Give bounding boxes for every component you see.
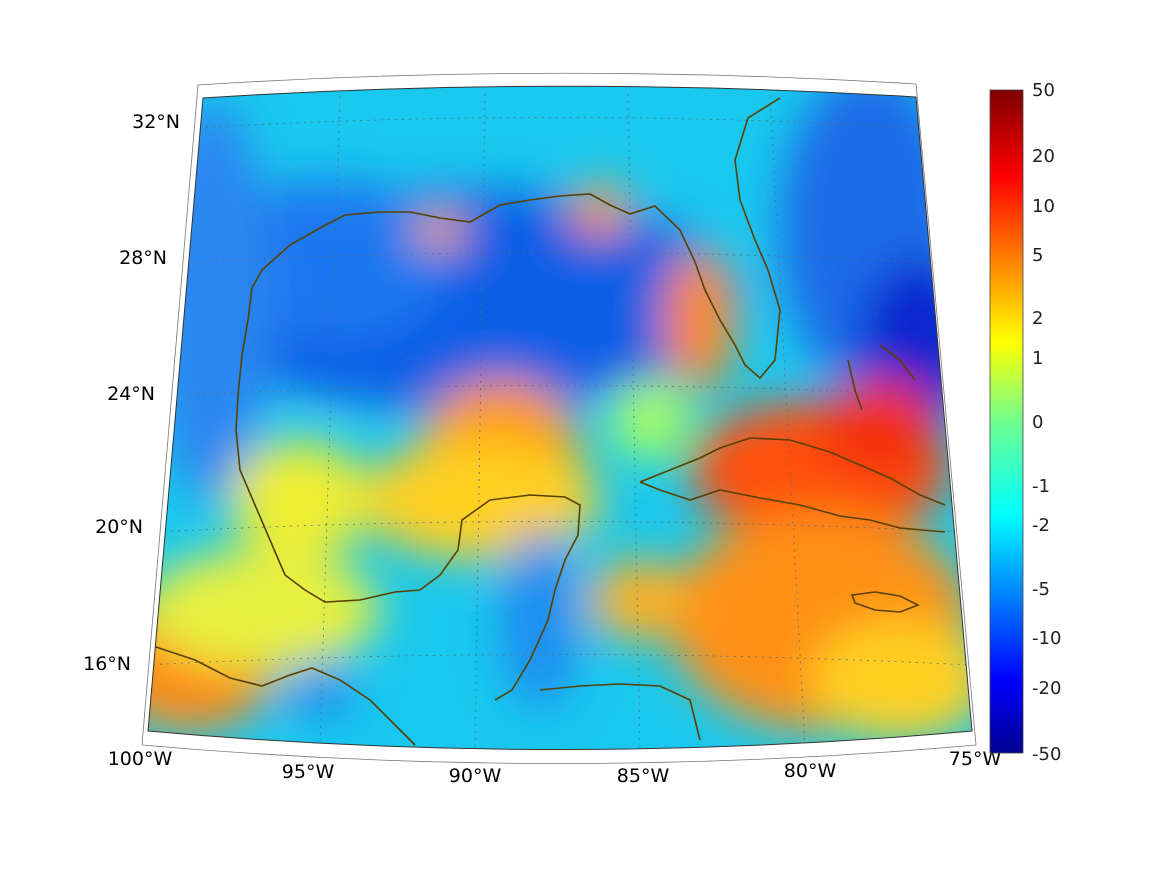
graticule xyxy=(148,93,971,750)
colorbar-tick-label: -50 xyxy=(1032,744,1061,765)
colorbar-tick-label: -20 xyxy=(1032,678,1061,699)
data-field xyxy=(148,86,972,750)
lat-label-24n: 24°N xyxy=(107,383,155,405)
colorbar-tick-label: 0 xyxy=(1032,412,1043,433)
map-frame-outer-top xyxy=(197,72,917,86)
lon-label-100w: 100°W xyxy=(108,748,173,770)
colorbar-tick-label: 20 xyxy=(1032,146,1055,167)
colorbar-tick-label: 2 xyxy=(1032,308,1043,329)
colorbar-tick-label: 50 xyxy=(1032,80,1055,101)
map-frame xyxy=(147,85,973,750)
lat-label-32n: 32°N xyxy=(132,111,180,133)
lon-label-80w: 80°W xyxy=(784,760,837,782)
lon-label-90w: 90°W xyxy=(449,765,502,787)
lat-label-16n: 16°N xyxy=(83,653,131,675)
colorbar-tick-label: -1 xyxy=(1032,476,1050,497)
lon-label-95w: 95°W xyxy=(282,761,335,783)
lat-label-28n: 28°N xyxy=(119,247,167,269)
colorbar-tick-label: -2 xyxy=(1032,515,1050,536)
map-frame-outer-bottom xyxy=(141,744,977,764)
colorbar xyxy=(989,89,1024,754)
colorbar-tick-label: 5 xyxy=(1032,245,1043,266)
colorbar-tick-label: -10 xyxy=(1032,628,1061,649)
colorbar-tick-label: -5 xyxy=(1032,579,1050,600)
coastline xyxy=(149,97,946,746)
map-frame-outer-left xyxy=(141,84,199,746)
map-frame-outer-right xyxy=(915,83,977,746)
lon-label-75w: 75°W xyxy=(949,748,1002,770)
lon-label-85w: 85°W xyxy=(617,765,670,787)
lat-label-20n: 20°N xyxy=(95,516,143,538)
colorbar-tick-label: 10 xyxy=(1032,196,1055,217)
colorbar-tick-label: 1 xyxy=(1032,348,1043,369)
